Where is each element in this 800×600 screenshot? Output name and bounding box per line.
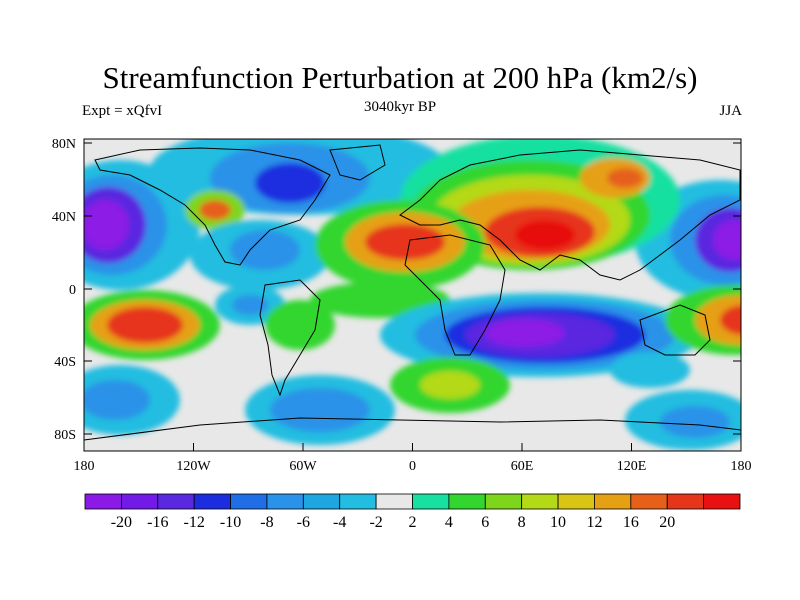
time-label: 3040kyr BP [363,99,437,115]
x-tick-label: 60E [511,459,534,474]
colorbar-swatch [84,493,122,510]
colorbar-swatch [193,493,231,510]
colorbar-label: -4 [333,514,346,531]
colorbar-label: -6 [297,514,310,531]
colorbar-label: 4 [445,514,453,531]
colorbar-swatch [484,493,523,510]
colorbar-swatch [703,493,741,510]
colorbar-label: -20 [111,514,132,531]
colorbar-swatch [230,493,268,510]
experiment-label: Expt = xQfvI [82,103,163,119]
colorbar-swatch [521,493,559,510]
x-tick-labels: 180 120W 60W 0 60E 120E 180 [74,459,752,474]
x-tick-label: 60W [289,459,317,474]
map-title: Streamfunction Perturbation at 200 hPa (… [102,60,698,95]
x-tick-label: 180 [731,459,752,474]
y-tick-label: 40N [52,210,76,225]
y-tick-marks [84,142,741,435]
colorbar-label: -16 [147,514,168,531]
colorbar-label: 6 [481,514,489,531]
colorbar-swatch [557,493,595,510]
coastlines [84,144,741,441]
colorbar-label: 8 [518,514,526,531]
colorbar-swatch [157,493,195,510]
y-tick-label: 80N [52,137,76,152]
y-tick-label: 0 [69,283,76,298]
x-tick-label: 0 [409,459,416,474]
colorbar-swatch [448,493,486,510]
colorbar-label: 10 [550,514,566,531]
colorbar-swatch [120,493,159,510]
colorbar-label: -10 [220,514,241,531]
x-tick-label: 120W [176,459,211,474]
colorbar-label: -2 [369,514,382,531]
colorbar: -20 -16 -12 -10 -8 -6 -4 -2 2 4 6 8 10 12 16 20 [84,493,741,531]
colorbar-swatch [375,493,413,510]
colorbar-swatch [666,493,705,510]
colorbar-label: 12 [586,514,602,531]
colorbar-label: 20 [659,514,675,531]
y-tick-label: 40S [54,355,76,370]
colorbar-label: -12 [184,514,205,531]
colorbar-swatch [412,493,450,510]
colorbar-swatch [594,493,632,510]
colorbar-swatch [266,493,304,510]
colorbar-swatch [339,493,377,510]
colorbar-label: 2 [409,514,417,531]
y-tick-labels: 80N 40N 0 40S 80S [52,137,76,443]
colorbar-swatch [630,493,668,510]
colorbar-label: -8 [260,514,273,531]
y-tick-label: 80S [54,428,76,443]
contour-field [84,139,741,451]
x-tick-label: 180 [74,459,95,474]
colorbar-swatch [302,493,341,510]
season-label: JJA [719,103,742,119]
x-tick-label: 120E [617,459,647,474]
colorbar-label: 16 [623,514,639,531]
x-tick-marks [83,443,742,451]
